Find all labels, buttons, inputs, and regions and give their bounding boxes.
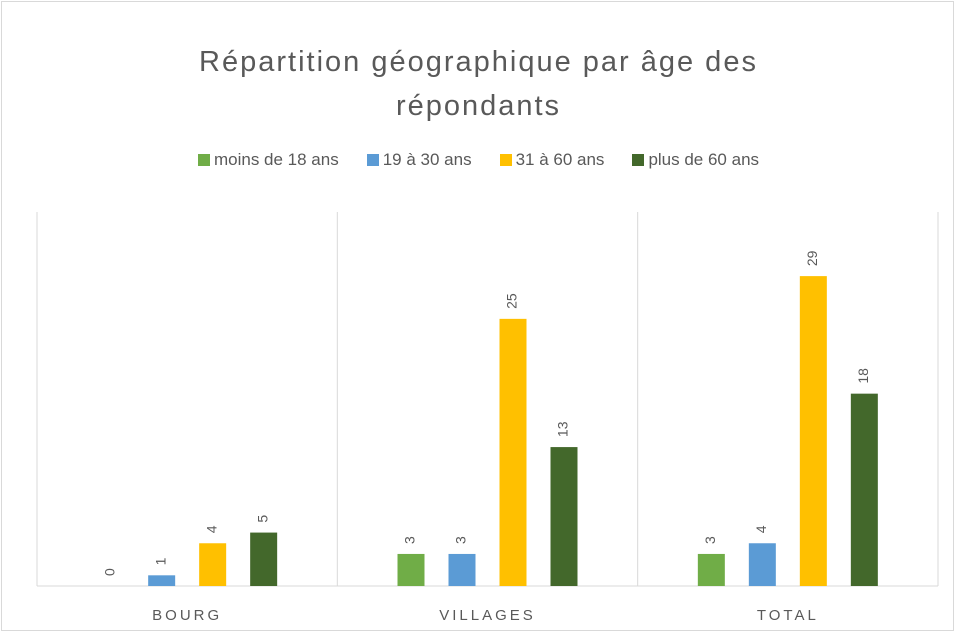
- x-tick-label: TOTAL: [757, 607, 819, 624]
- data-label: 18: [855, 368, 871, 384]
- bar: [550, 447, 578, 586]
- bar: [697, 553, 725, 586]
- data-label: 3: [402, 536, 418, 544]
- legend-label: moins de 18 ans: [213, 150, 339, 169]
- bar: [748, 543, 776, 586]
- data-label: 5: [254, 515, 270, 523]
- bar: [448, 553, 476, 586]
- legend-swatch: [632, 154, 645, 166]
- data-label: 0: [101, 568, 117, 576]
- bar: [199, 543, 227, 586]
- legend-item: 31 à 60 ans: [499, 150, 605, 170]
- legend-swatch: [197, 154, 210, 166]
- data-label: 3: [453, 536, 469, 544]
- legend-swatch: [499, 154, 512, 166]
- legend: moins de 18 ans 19 à 30 ans 31 à 60 ans plu…: [0, 150, 957, 170]
- legend-label: 31 à 60 ans: [515, 150, 605, 169]
- data-label: 3: [702, 536, 718, 544]
- data-label: 29: [804, 250, 820, 266]
- data-label: 1: [152, 557, 168, 565]
- data-label: 25: [504, 293, 520, 309]
- data-label: 13: [555, 421, 571, 437]
- bar: [397, 553, 425, 586]
- legend-item: plus de 60 ans: [632, 150, 759, 170]
- data-label: 4: [203, 525, 219, 533]
- legend-item: moins de 18 ans: [197, 150, 339, 170]
- x-tick-label: BOURG: [152, 607, 222, 624]
- chart-title: Répartition géographique par âge des rép…: [199, 46, 758, 122]
- data-label: 4: [753, 525, 769, 533]
- bar: [499, 318, 527, 586]
- bar: [148, 575, 176, 586]
- legend-swatch: [366, 154, 379, 166]
- x-tick-label: VILLAGES: [439, 607, 536, 624]
- bar: [799, 276, 827, 586]
- bar: [250, 532, 278, 586]
- legend-item: 19 à 30 ans: [366, 150, 472, 170]
- legend-label: 19 à 30 ans: [382, 150, 472, 169]
- bar: [850, 393, 878, 586]
- legend-label: plus de 60 ans: [648, 150, 760, 169]
